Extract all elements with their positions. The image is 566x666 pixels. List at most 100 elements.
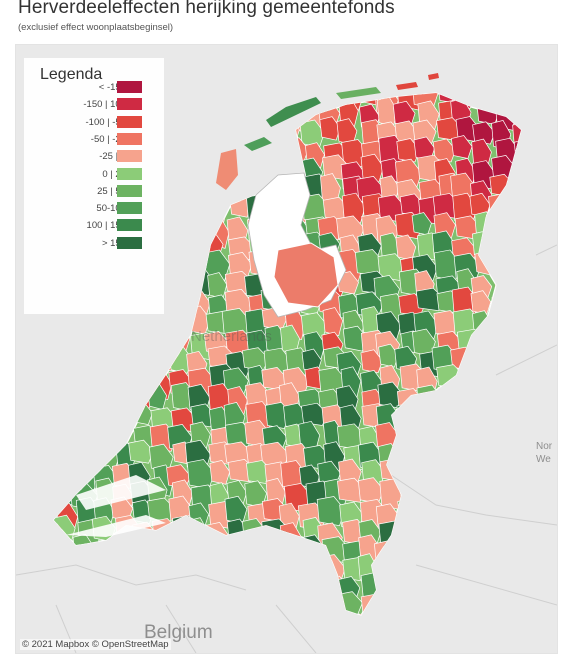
municipality-region[interactable] xyxy=(53,400,75,431)
municipality-region[interactable] xyxy=(207,537,235,570)
municipality-region[interactable] xyxy=(33,519,59,549)
municipality-region[interactable] xyxy=(226,554,250,584)
municipality-region[interactable] xyxy=(494,369,521,402)
municipality-region[interactable] xyxy=(285,536,309,566)
municipality-region[interactable] xyxy=(452,633,475,653)
municipality-region[interactable] xyxy=(506,438,535,470)
municipality-region[interactable] xyxy=(355,630,375,653)
municipality-region[interactable] xyxy=(227,615,249,644)
municipality-region[interactable] xyxy=(513,313,533,346)
municipality-region[interactable] xyxy=(512,407,536,438)
municipality-region[interactable] xyxy=(242,610,269,639)
municipality-region[interactable] xyxy=(240,104,266,128)
municipality-region[interactable] xyxy=(246,538,275,565)
municipality-region[interactable] xyxy=(395,234,417,261)
municipality-region[interactable] xyxy=(393,534,417,566)
municipality-region[interactable] xyxy=(287,635,314,653)
municipality-region[interactable] xyxy=(379,175,400,201)
municipality-region[interactable] xyxy=(381,576,407,603)
municipality-region[interactable] xyxy=(55,423,84,447)
municipality-region[interactable] xyxy=(260,538,286,567)
municipality-region[interactable] xyxy=(37,459,63,492)
municipality-region[interactable] xyxy=(435,516,460,543)
municipality-region[interactable] xyxy=(75,611,104,635)
municipality-region[interactable] xyxy=(434,483,458,516)
municipality-region[interactable] xyxy=(56,464,79,493)
municipality-region[interactable] xyxy=(225,595,254,627)
municipality-region[interactable] xyxy=(510,269,531,295)
municipality-region[interactable] xyxy=(227,97,249,127)
municipality-region[interactable] xyxy=(280,324,300,355)
municipality-region[interactable] xyxy=(495,330,518,357)
municipality-region[interactable] xyxy=(491,348,513,375)
municipality-region[interactable] xyxy=(184,136,210,161)
municipality-region[interactable] xyxy=(488,420,517,451)
municipality-region[interactable] xyxy=(128,370,157,396)
municipality-region[interactable] xyxy=(186,578,215,604)
municipality-region[interactable] xyxy=(93,615,119,639)
municipality-region[interactable] xyxy=(108,572,132,598)
municipality-region[interactable] xyxy=(438,630,459,653)
municipality-region[interactable] xyxy=(302,634,330,653)
municipality-region[interactable] xyxy=(420,636,447,653)
municipality-region[interactable] xyxy=(207,123,237,148)
municipality-region[interactable] xyxy=(489,578,510,606)
municipality-region[interactable] xyxy=(337,616,359,646)
municipality-region[interactable] xyxy=(530,405,557,432)
municipality-region[interactable] xyxy=(243,158,273,184)
municipality-region[interactable] xyxy=(170,177,191,210)
municipality-region[interactable] xyxy=(171,559,192,591)
municipality-region[interactable] xyxy=(533,118,555,144)
municipality-region[interactable] xyxy=(529,383,549,407)
municipality-region[interactable] xyxy=(224,495,248,525)
municipality-region[interactable] xyxy=(114,329,139,362)
municipality-region[interactable] xyxy=(171,235,198,265)
municipality-region[interactable] xyxy=(322,592,346,621)
municipality-region[interactable] xyxy=(491,294,518,318)
municipality-region[interactable] xyxy=(168,272,190,297)
municipality-region[interactable] xyxy=(149,443,174,473)
municipality-region[interactable] xyxy=(107,344,137,371)
municipality-region[interactable] xyxy=(473,406,503,438)
municipality-region[interactable] xyxy=(264,558,293,589)
municipality-region[interactable] xyxy=(379,594,409,620)
municipality-region[interactable] xyxy=(94,592,120,617)
municipality-region[interactable] xyxy=(299,119,325,148)
municipality-region[interactable] xyxy=(436,498,465,529)
municipality-region[interactable] xyxy=(320,616,341,645)
municipality-region[interactable] xyxy=(134,327,158,352)
municipality-region[interactable] xyxy=(488,193,517,222)
municipality-region[interactable] xyxy=(512,172,541,197)
municipality-region[interactable] xyxy=(414,500,437,531)
municipality-region[interactable] xyxy=(90,405,114,439)
municipality-region[interactable] xyxy=(227,251,253,279)
municipality-region[interactable] xyxy=(40,553,64,584)
municipality-region[interactable] xyxy=(470,572,496,606)
municipality-region[interactable] xyxy=(435,458,460,482)
municipality-region[interactable] xyxy=(399,573,424,606)
municipality-region[interactable] xyxy=(207,81,235,111)
municipality-region[interactable] xyxy=(490,231,514,259)
municipality-region[interactable] xyxy=(437,80,466,104)
legend-item[interactable]: -50 | -25 xyxy=(24,132,164,147)
municipality-region[interactable] xyxy=(190,175,216,201)
municipality-region[interactable] xyxy=(397,498,425,522)
municipality-region[interactable] xyxy=(488,403,519,436)
municipality-region[interactable] xyxy=(278,117,300,144)
municipality-region[interactable] xyxy=(382,630,410,653)
municipality-region[interactable] xyxy=(526,251,553,276)
municipality-region[interactable] xyxy=(168,97,198,126)
municipality-region[interactable] xyxy=(456,555,483,579)
municipality-region[interactable] xyxy=(494,631,515,653)
municipality-region[interactable] xyxy=(108,365,138,395)
municipality-region[interactable] xyxy=(495,616,517,646)
municipality-region[interactable] xyxy=(223,538,249,562)
municipality-region[interactable] xyxy=(437,439,465,465)
municipality-region[interactable] xyxy=(492,212,513,237)
municipality-region[interactable] xyxy=(435,609,464,637)
municipality-region[interactable] xyxy=(508,578,536,609)
municipality-region[interactable] xyxy=(37,477,65,510)
municipality-region[interactable] xyxy=(39,370,60,401)
municipality-region[interactable] xyxy=(40,350,60,381)
municipality-region[interactable] xyxy=(430,424,456,452)
